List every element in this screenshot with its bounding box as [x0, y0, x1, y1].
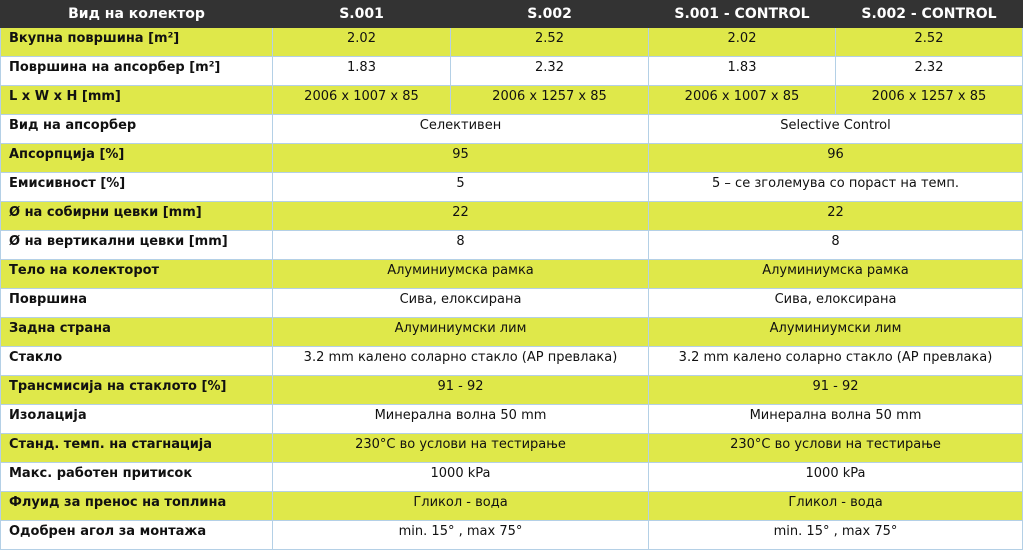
value-cell: 1.83 [272, 56, 451, 86]
table-row: Површина на апсорбер [m²] 1.83 2.32 1.83 2.3… [0, 56, 1023, 86]
table-row: Задна страна Алуминиумски лим Алуминиумски… [0, 317, 1023, 347]
value-cell: Сива, елоксирана [272, 288, 649, 318]
value-cell: Минерална волна 50 mm [272, 404, 649, 434]
row-label: Стакло [0, 346, 273, 376]
row-label: Станд. темп. на стагнација [0, 433, 273, 463]
value-cell: Минерална волна 50 mm [648, 404, 1023, 434]
row-label: Задна страна [0, 317, 273, 347]
value-cell: 2.52 [835, 27, 1023, 57]
row-label: Ø на собирни цевки [mm] [0, 201, 273, 231]
value-cell: Алуминиумска рамка [648, 259, 1023, 289]
value-cell: 1000 kPa [272, 462, 649, 492]
value-cell: Сива, елоксирана [648, 288, 1023, 318]
value-cell: 96 [648, 143, 1023, 173]
table-row: Флуид за пренос на топлина Гликол - вода Г… [0, 491, 1023, 521]
value-cell: 3.2 mm калено соларно стакло (АР превлак… [648, 346, 1023, 376]
table-row: Вид на апсорбер Селективен Selective Contr… [0, 114, 1023, 144]
value-cell: 3.2 mm калено соларно стакло (АР превлак… [272, 346, 649, 376]
row-label: Апсорпција [%] [0, 143, 273, 173]
value-cell: 91 - 92 [648, 375, 1023, 405]
value-cell: Selective Control [648, 114, 1023, 144]
value-cell: Алуминиумски лим [648, 317, 1023, 347]
value-cell: Селективен [272, 114, 649, 144]
value-cell: 5 [272, 172, 649, 202]
header-cell: S.002 - CONTROL [835, 0, 1023, 28]
table-row: Ø на собирни цевки [mm] 22 22 [0, 201, 1023, 231]
value-cell: 2.02 [648, 27, 836, 57]
value-cell: 1000 kPa [648, 462, 1023, 492]
value-cell: 95 [272, 143, 649, 173]
value-cell: Алуминиумски лим [272, 317, 649, 347]
header-cell: S.001 [272, 0, 451, 28]
value-cell: 2006 x 1257 x 85 [835, 85, 1023, 115]
table-row: Апсорпција [%] 95 96 [0, 143, 1023, 173]
row-label: Емисивност [%] [0, 172, 273, 202]
row-label: Трансмисија на стаклото [%] [0, 375, 273, 405]
value-cell: 2006 x 1007 x 85 [648, 85, 836, 115]
row-label: Макс. работен притисок [0, 462, 273, 492]
table-row: Стакло 3.2 mm калено соларно стакло (АР п… [0, 346, 1023, 376]
value-cell: 2.32 [450, 56, 649, 86]
value-cell: 230°C во услови на тестирање [272, 433, 649, 463]
value-cell: min. 15° , max 75° [648, 520, 1023, 550]
value-cell: 22 [648, 201, 1023, 231]
table-row: Површина Сива, елоксирана Сива, елоксирана [0, 288, 1023, 318]
row-label: Површина [0, 288, 273, 318]
table-row: Изолација Минерална волна 50 mm Минерална … [0, 404, 1023, 434]
value-cell: min. 15° , max 75° [272, 520, 649, 550]
value-cell: Алуминиумска рамка [272, 259, 649, 289]
header-cell: S.002 [450, 0, 649, 28]
value-cell: Гликол - вода [272, 491, 649, 521]
value-cell: 8 [648, 230, 1023, 260]
row-label: Тело на колекторот [0, 259, 273, 289]
row-label: Изолација [0, 404, 273, 434]
value-cell: 91 - 92 [272, 375, 649, 405]
row-label: Вид на апсорбер [0, 114, 273, 144]
row-label: Флуид за пренос на топлина [0, 491, 273, 521]
table-row: Ø на вертикални цевки [mm] 8 8 [0, 230, 1023, 260]
table-row: L x W x H [mm] 2006 x 1007 x 85 2006 x 125… [0, 85, 1023, 115]
table-row: Вкупна површина [m²] 2.02 2.52 2.02 2.52 [0, 27, 1023, 57]
value-cell: 230°C во услови на тестирање [648, 433, 1023, 463]
value-cell: 1.83 [648, 56, 836, 86]
row-label: L x W x H [mm] [0, 85, 273, 115]
header-cell: Вид на колектор [0, 0, 273, 28]
value-cell: 2.02 [272, 27, 451, 57]
header-cell: S.001 - CONTROL [648, 0, 836, 28]
value-cell: 2006 x 1007 x 85 [272, 85, 451, 115]
value-cell: 2.52 [450, 27, 649, 57]
value-cell: 5 – се зголемува со пораст на темп. [648, 172, 1023, 202]
row-label: Одобрен агол за монтажа [0, 520, 273, 550]
row-label: Ø на вертикални цевки [mm] [0, 230, 273, 260]
value-cell: 8 [272, 230, 649, 260]
value-cell: 22 [272, 201, 649, 231]
table-row: Станд. темп. на стагнација 230°C во услов… [0, 433, 1023, 463]
header-row: Вид на колектор S.001 S.002 S.001 - CONT… [0, 0, 1023, 28]
row-label: Вкупна површина [m²] [0, 27, 273, 57]
table-row: Одобрен агол за монтажа min. 15° , max 75… [0, 520, 1023, 550]
value-cell: Гликол - вода [648, 491, 1023, 521]
table-row: Макс. работен притисок 1000 kPa 1000 kPa [0, 462, 1023, 492]
table-row: Емисивност [%] 5 5 – се зголемува со порас… [0, 172, 1023, 202]
row-label: Површина на апсорбер [m²] [0, 56, 273, 86]
table-row: Тело на колекторот Алуминиумска рамка Алум… [0, 259, 1023, 289]
table-row: Трансмисија на стаклото [%] 91 - 92 91 - 9… [0, 375, 1023, 405]
value-cell: 2006 x 1257 x 85 [450, 85, 649, 115]
value-cell: 2.32 [835, 56, 1023, 86]
